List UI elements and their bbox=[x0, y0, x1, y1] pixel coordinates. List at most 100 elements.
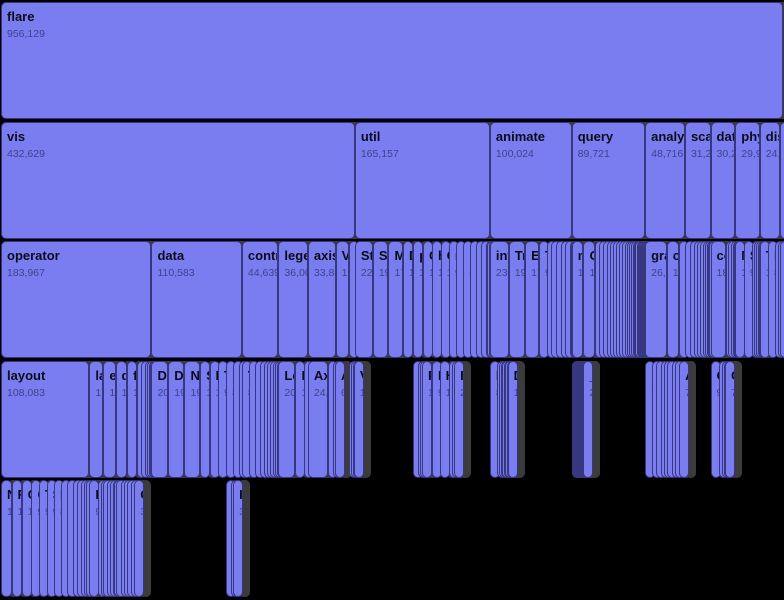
cell-value: 13,896 bbox=[589, 267, 595, 279]
cell-value: 19,788 bbox=[174, 387, 183, 399]
icicle-cell[interactable]: NodeSprite 19,382 bbox=[184, 361, 201, 478]
cell-label: NodeLinkTreeLayout bbox=[7, 487, 11, 503]
icicle-cell[interactable]: Data 20,544 bbox=[151, 361, 169, 478]
cell-value: 183,967 bbox=[7, 267, 45, 279]
cell-label: axis bbox=[313, 248, 335, 263]
cell-value: 24,254 bbox=[765, 148, 780, 160]
cell-value: 18,349 bbox=[716, 267, 725, 279]
cell-value: 29,934 bbox=[741, 148, 758, 160]
icicle-cell[interactable]: AspectRatioBanker7,074 bbox=[679, 361, 690, 478]
icicle-cell[interactable]: controls 44,639 bbox=[241, 241, 279, 358]
cell-value: 432,629 bbox=[7, 148, 45, 160]
cell-label: interpolate bbox=[495, 248, 508, 263]
icicle-cell[interactable]: GraphDistanceFilter3,165 bbox=[134, 480, 145, 597]
icicle-cell[interactable]: NodeLinkTreeLayout 12,870 bbox=[1, 480, 12, 597]
cell-label: data bbox=[716, 129, 735, 144]
icicle-cell[interactable]: layout 108,083 bbox=[1, 361, 90, 478]
icicle-cell[interactable]: legend 36,003 bbox=[278, 241, 308, 358]
icicle-cell[interactable]: Visualization 16,540 bbox=[335, 241, 350, 358]
cell-label: vis bbox=[7, 129, 26, 144]
icicle-cell[interactable]: Converters721 bbox=[724, 361, 735, 478]
icicle-cell[interactable]: distortion 14,219 bbox=[115, 361, 128, 478]
icicle-cell[interactable]: encoder 14,897 bbox=[103, 361, 116, 478]
icicle-cell[interactable]: CirclePackingLayout12,003 bbox=[21, 480, 32, 597]
cell-label: DataList bbox=[174, 368, 184, 383]
cell-value: 20,859 bbox=[284, 387, 294, 399]
cell-label: legend bbox=[284, 248, 306, 263]
icicle-cell[interactable]: cluster 15,207 bbox=[666, 241, 680, 358]
cell-label: NodeSprite bbox=[190, 368, 200, 383]
cell-value: 19,975 bbox=[514, 267, 524, 279]
cell-value: 108,083 bbox=[7, 387, 45, 399]
icicle-cell[interactable]: analytics 48,716 bbox=[645, 122, 685, 239]
cell-value: 14,897 bbox=[109, 387, 116, 399]
icicle-cell[interactable]: VisualizationEvent1,117 bbox=[353, 361, 364, 478]
icicle-cell[interactable]: data 110,583 bbox=[151, 241, 242, 358]
icicle-cell[interactable]: Legend 20,859 bbox=[278, 361, 296, 478]
cell-value: 16,540 bbox=[341, 267, 349, 279]
icicle-cell[interactable]: axis 33,886 bbox=[307, 241, 336, 358]
icicle-cell[interactable]: util 165,157 bbox=[354, 122, 490, 239]
cell-value: 44,639 bbox=[247, 267, 279, 279]
icicle-cell[interactable]: Shapes 19,118 bbox=[372, 241, 389, 358]
icicle-cell[interactable]: animate 100,024 bbox=[489, 122, 572, 239]
icicle-cell[interactable]: _264 bbox=[583, 361, 594, 478]
icicle-cell[interactable]: display 24,254 bbox=[759, 122, 780, 239]
icicle-cell[interactable]: palette11,946 bbox=[413, 241, 424, 358]
cell-value: 17,010 bbox=[531, 267, 538, 279]
icicle-cell[interactable]: scale 31,294 bbox=[684, 122, 711, 239]
icicle-cell[interactable]: vis 432,629 bbox=[1, 122, 355, 239]
cell-label: Easing bbox=[531, 248, 540, 263]
cell-value: 14,326 bbox=[577, 267, 584, 279]
icicle-cell[interactable]: methods 14,326 bbox=[571, 241, 584, 358]
cell-label: distortion bbox=[122, 368, 127, 384]
cell-label: Maths bbox=[394, 248, 401, 264]
icicle-cell[interactable]: converters 18,349 bbox=[710, 241, 726, 358]
cell-value: 17,705 bbox=[394, 267, 401, 279]
cell-label: label bbox=[95, 368, 102, 383]
icicle-cell[interactable]: DateInterpolator1,375 bbox=[507, 361, 518, 478]
icicle-cell[interactable]: Query 13,896 bbox=[583, 241, 595, 358]
icicle-cell[interactable]: IMatrix2,815 bbox=[454, 361, 465, 478]
icicle-cell[interactable]: physics 29,934 bbox=[735, 122, 760, 239]
icicle-cell[interactable]: Strings 22,026 bbox=[354, 241, 373, 358]
icicle-cell[interactable]: operator 183,967 bbox=[1, 241, 152, 358]
icicle-cell[interactable]: flare 956,129 bbox=[1, 2, 783, 119]
cell-label: Axis bbox=[313, 368, 327, 383]
icicle-cell[interactable]: Maths 17,705 bbox=[388, 241, 403, 358]
cell-label: layout bbox=[7, 368, 46, 383]
icicle-cell[interactable]: flex4,116 bbox=[779, 122, 784, 239]
icicle-cell[interactable]: filter11,893 bbox=[127, 361, 138, 478]
cell-label: Shapes bbox=[378, 248, 388, 263]
icicle-cell[interactable]: RadialTreeLayout12,348 bbox=[11, 480, 22, 597]
cell-label: Legend bbox=[284, 368, 294, 383]
cell-label: analytics bbox=[651, 129, 685, 144]
icicle-cell[interactable]: Easing 17,010 bbox=[525, 241, 540, 358]
icicle-cell[interactable]: Displays12,555 bbox=[402, 241, 414, 358]
icicle-cell[interactable]: Palette1,229 bbox=[422, 361, 432, 478]
icicle-cell[interactable]: graph 26,435 bbox=[645, 241, 667, 358]
cell-label: Strings bbox=[360, 248, 372, 263]
icicle-cell[interactable]: query 89,721 bbox=[571, 122, 646, 239]
cell-value: 30,284 bbox=[716, 148, 735, 160]
icicle-cell[interactable]: label 17,057 bbox=[89, 361, 104, 478]
icicle-cell[interactable]: DataList 19,788 bbox=[168, 361, 185, 478]
cell-value: 12,870 bbox=[7, 506, 11, 519]
icicle-cell[interactable]: Axis 24,593 bbox=[307, 361, 328, 478]
icicle-cell[interactable]: IRenderer353 bbox=[233, 480, 244, 597]
cell-value: 31,294 bbox=[690, 148, 710, 160]
cell-value: 23,081 bbox=[495, 267, 508, 279]
cell-label: animate bbox=[495, 129, 546, 144]
icicle-cell[interactable]: ScaleBinding11,275 bbox=[200, 361, 211, 478]
cell-value: 89,721 bbox=[577, 148, 610, 160]
cell-label: query bbox=[577, 129, 614, 144]
cell-value: 20,544 bbox=[157, 387, 167, 399]
icicle-cell[interactable]: AxisLabel636 bbox=[335, 361, 346, 478]
icicle-cell[interactable]: Transitioner 19,975 bbox=[508, 241, 526, 358]
cell-value: 100,024 bbox=[495, 148, 534, 160]
icicle-cell[interactable]: FlareVis4,116 bbox=[779, 241, 784, 358]
icicle-cell[interactable]: interpolate 23,081 bbox=[489, 241, 509, 358]
cell-label: util bbox=[360, 129, 381, 144]
icicle-cell[interactable]: data 30,284 bbox=[710, 122, 736, 239]
